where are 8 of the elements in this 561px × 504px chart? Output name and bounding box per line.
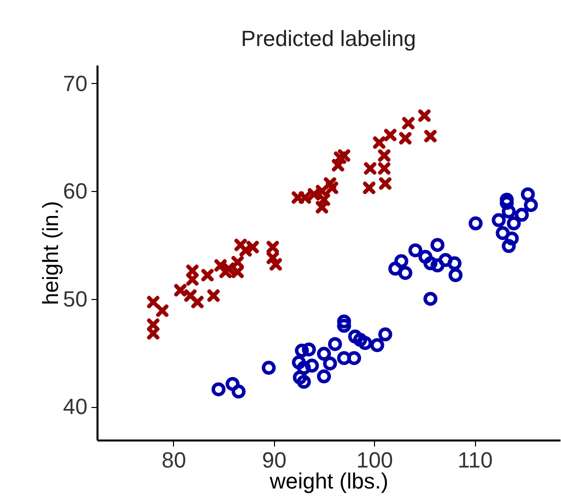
y-tick-label: 60	[63, 178, 88, 204]
x-tick-label: 80	[162, 448, 186, 472]
chart-title: Predicted labeling	[241, 26, 416, 51]
y-tick-label: 70	[63, 70, 88, 96]
x-tick-label: 110	[458, 448, 493, 472]
y-tick-label: 50	[63, 286, 88, 312]
y-tick-label: 40	[63, 394, 88, 420]
y-axis-title: height (in.)	[38, 201, 64, 305]
